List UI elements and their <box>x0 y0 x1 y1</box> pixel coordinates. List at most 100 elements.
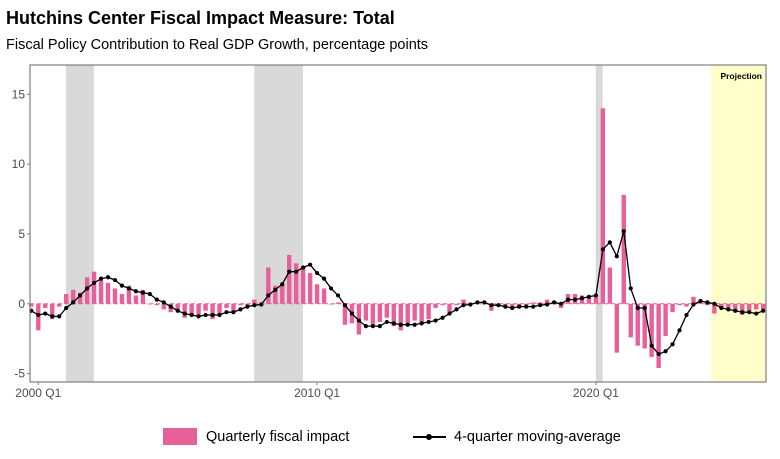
moving-average-point <box>433 318 438 323</box>
moving-average-point <box>301 265 306 270</box>
moving-average-point <box>614 254 619 259</box>
bar <box>300 266 306 304</box>
projection-label: Projection <box>720 71 762 81</box>
bar <box>70 289 76 304</box>
moving-average-point <box>628 286 633 291</box>
bar <box>461 299 466 304</box>
moving-average-point <box>245 304 250 309</box>
moving-average-point <box>489 303 494 308</box>
moving-average-point <box>363 324 368 329</box>
moving-average-point <box>649 343 654 348</box>
moving-average-point <box>308 262 313 267</box>
moving-average-point <box>342 303 348 308</box>
moving-average-point <box>510 305 515 311</box>
moving-average-point <box>551 300 557 305</box>
moving-average-point <box>726 307 731 312</box>
moving-average-point <box>538 303 543 308</box>
moving-average-point <box>698 298 703 304</box>
bar <box>154 303 159 306</box>
bar <box>63 294 69 304</box>
bar <box>656 303 661 369</box>
moving-average-point <box>91 280 97 285</box>
moving-average-point <box>161 300 166 305</box>
moving-average-point <box>154 297 159 302</box>
moving-average-point <box>747 310 752 315</box>
moving-average-point <box>119 283 125 288</box>
moving-average-point <box>36 312 41 318</box>
legend-label-bars: Quarterly fiscal impact <box>206 428 350 445</box>
moving-average-point <box>579 296 585 301</box>
moving-average-point <box>238 307 243 312</box>
moving-average-point <box>140 290 145 295</box>
moving-average-point <box>405 322 410 327</box>
bar <box>398 303 403 331</box>
bar <box>252 299 257 304</box>
bar <box>133 295 139 304</box>
moving-average-point <box>349 311 355 316</box>
moving-average-point <box>398 322 403 327</box>
moving-average-point <box>50 314 55 319</box>
bar <box>419 303 424 324</box>
bar <box>733 303 738 313</box>
bar <box>287 254 292 304</box>
moving-average-point <box>426 319 431 325</box>
moving-average-point <box>565 297 571 302</box>
legend-item-line: 4-quarter moving-average <box>413 428 621 445</box>
bar <box>342 303 348 325</box>
moving-average-point <box>719 305 724 311</box>
bar <box>273 285 278 304</box>
moving-average-point <box>189 312 194 318</box>
moving-average-point <box>475 300 480 305</box>
moving-average-point <box>572 297 578 302</box>
moving-average-point <box>391 321 396 326</box>
moving-average-point <box>168 304 173 309</box>
moving-average-point <box>78 293 83 298</box>
moving-average-point <box>126 286 132 291</box>
bar <box>621 194 626 304</box>
bar <box>586 295 592 304</box>
moving-average-point <box>98 276 104 281</box>
y-tick-label: 10 <box>12 157 26 171</box>
moving-average-point <box>252 303 257 308</box>
bar <box>649 303 654 357</box>
bar <box>607 267 613 304</box>
bar <box>677 303 682 306</box>
moving-average-point <box>482 300 487 305</box>
bar <box>426 303 431 320</box>
x-tick-label: 2010 Q1 <box>294 386 340 400</box>
moving-average-point <box>266 293 271 298</box>
moving-average-point <box>558 301 564 306</box>
moving-average-point <box>133 289 138 294</box>
bar <box>224 303 229 308</box>
moving-average-point <box>593 293 599 298</box>
bar <box>231 303 236 313</box>
moving-average-point <box>321 276 327 281</box>
moving-average-point <box>217 312 222 318</box>
moving-average-point <box>231 310 236 315</box>
legend-label-line: 4-quarter moving-average <box>454 428 621 445</box>
bar <box>377 303 383 322</box>
bar <box>760 303 766 310</box>
moving-average-point <box>531 304 536 309</box>
bar <box>642 303 647 349</box>
recession-shade <box>595 65 603 382</box>
bar <box>691 296 696 304</box>
moving-average-point <box>419 321 424 326</box>
bar <box>57 303 62 307</box>
bar <box>112 288 118 304</box>
bar <box>50 303 55 320</box>
bar <box>754 303 759 310</box>
bar <box>635 303 640 346</box>
bar <box>293 263 299 304</box>
moving-average-point <box>545 302 550 307</box>
moving-average-point <box>280 282 285 287</box>
bar <box>663 303 668 336</box>
moving-average-point <box>754 311 759 316</box>
bar <box>196 303 201 315</box>
bar <box>391 303 396 327</box>
bar <box>266 267 271 304</box>
moving-average-point <box>273 287 278 292</box>
bar <box>314 284 320 304</box>
y-tick-label: -5 <box>14 367 25 381</box>
bar <box>321 288 327 304</box>
